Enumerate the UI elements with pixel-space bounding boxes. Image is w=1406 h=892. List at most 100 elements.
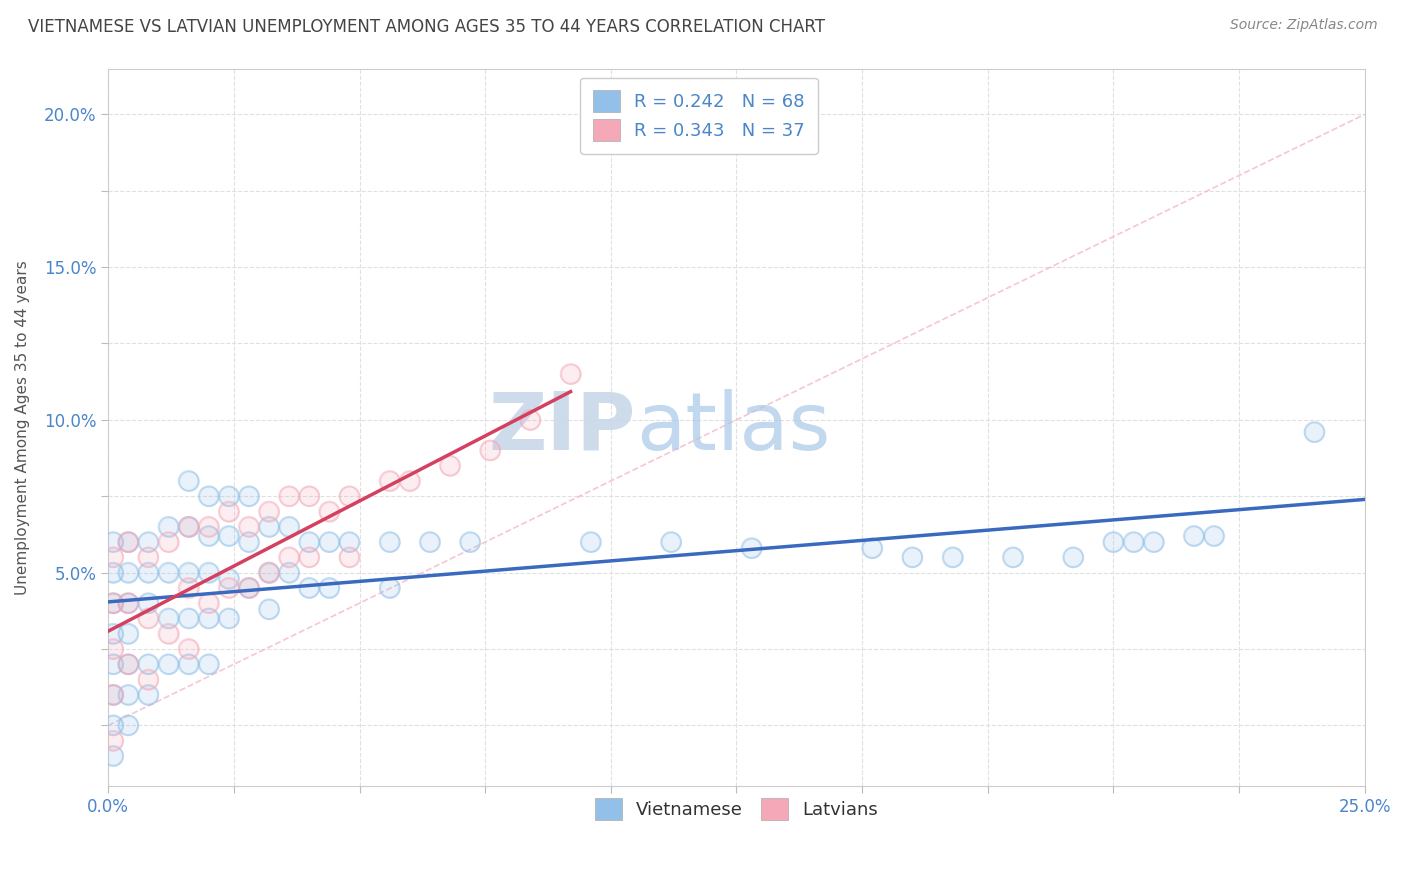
Point <box>1303 425 1326 439</box>
Point <box>218 529 240 543</box>
Point <box>579 535 602 549</box>
Point <box>197 657 219 672</box>
Point <box>479 443 502 458</box>
Point <box>138 535 160 549</box>
Point <box>278 520 301 534</box>
Point <box>278 566 301 580</box>
Point <box>298 581 321 595</box>
Point <box>298 581 321 595</box>
Point <box>218 489 240 503</box>
Point <box>138 657 160 672</box>
Point <box>238 535 260 549</box>
Point <box>378 535 401 549</box>
Point <box>197 611 219 625</box>
Point <box>218 504 240 518</box>
Point <box>741 541 763 556</box>
Point <box>278 489 301 503</box>
Point <box>117 535 139 549</box>
Point <box>197 529 219 543</box>
Point <box>278 489 301 503</box>
Point <box>177 520 200 534</box>
Point <box>157 626 180 640</box>
Point <box>318 504 340 518</box>
Point <box>298 550 321 565</box>
Point <box>117 596 139 610</box>
Point <box>117 535 139 549</box>
Point <box>177 520 200 534</box>
Text: atlas: atlas <box>636 389 831 467</box>
Point <box>378 581 401 595</box>
Point <box>157 566 180 580</box>
Point <box>560 367 582 381</box>
Point <box>138 673 160 687</box>
Point <box>1182 529 1205 543</box>
Point <box>398 474 420 488</box>
Point <box>1102 535 1125 549</box>
Point <box>218 581 240 595</box>
Point <box>860 541 883 556</box>
Point <box>177 657 200 672</box>
Point <box>942 550 965 565</box>
Point <box>901 550 924 565</box>
Point <box>157 611 180 625</box>
Point <box>177 520 200 534</box>
Point <box>103 550 125 565</box>
Point <box>117 566 139 580</box>
Point <box>257 602 280 616</box>
Point <box>579 535 602 549</box>
Point <box>138 688 160 702</box>
Point <box>1143 535 1166 549</box>
Point <box>103 626 125 640</box>
Point <box>138 688 160 702</box>
Point <box>298 489 321 503</box>
Point <box>197 596 219 610</box>
Point <box>157 611 180 625</box>
Point <box>339 489 361 503</box>
Point <box>197 566 219 580</box>
Point <box>278 550 301 565</box>
Point <box>103 626 125 640</box>
Point <box>519 413 541 427</box>
Point <box>1202 529 1225 543</box>
Point <box>117 566 139 580</box>
Point <box>318 535 340 549</box>
Point <box>659 535 682 549</box>
Point <box>298 489 321 503</box>
Point <box>103 733 125 747</box>
Point <box>117 718 139 732</box>
Point <box>278 520 301 534</box>
Point <box>117 596 139 610</box>
Point <box>218 489 240 503</box>
Point <box>103 733 125 747</box>
Point <box>117 535 139 549</box>
Point <box>197 596 219 610</box>
Point <box>419 535 441 549</box>
Point <box>103 688 125 702</box>
Point <box>103 688 125 702</box>
Point <box>1122 535 1144 549</box>
Point <box>197 520 219 534</box>
Point <box>901 550 924 565</box>
Point <box>278 566 301 580</box>
Point <box>103 718 125 732</box>
Text: Source: ZipAtlas.com: Source: ZipAtlas.com <box>1230 18 1378 32</box>
Point <box>103 657 125 672</box>
Point <box>103 642 125 657</box>
Point <box>138 566 160 580</box>
Point <box>157 626 180 640</box>
Point <box>318 581 340 595</box>
Point <box>257 566 280 580</box>
Point <box>103 566 125 580</box>
Point <box>103 596 125 610</box>
Point <box>103 688 125 702</box>
Point <box>741 541 763 556</box>
Point <box>138 596 160 610</box>
Point <box>238 581 260 595</box>
Point <box>1001 550 1024 565</box>
Point <box>1202 529 1225 543</box>
Point <box>419 535 441 549</box>
Point <box>177 474 200 488</box>
Point <box>439 458 461 473</box>
Point <box>218 572 240 586</box>
Point <box>103 642 125 657</box>
